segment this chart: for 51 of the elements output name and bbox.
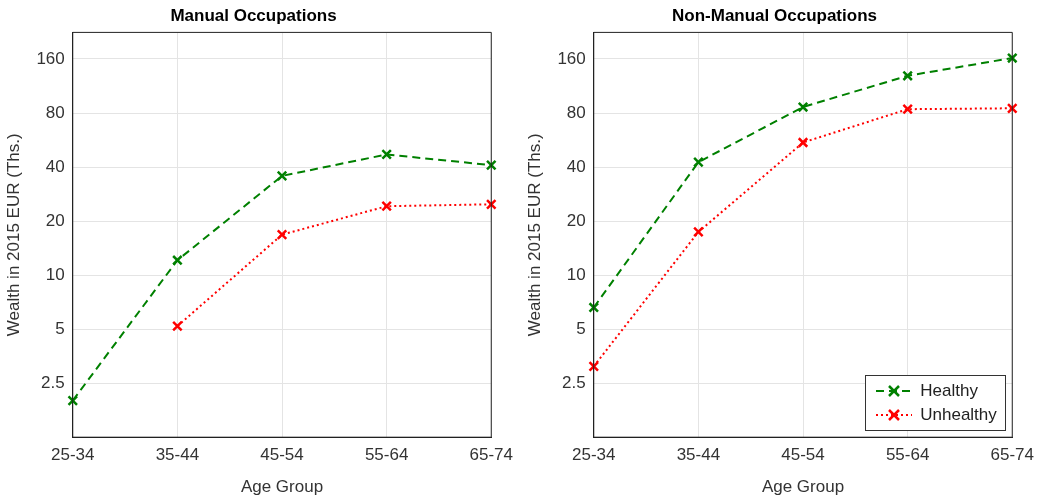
x-tick-label: 35-44 <box>155 445 200 465</box>
point <box>1006 102 1018 114</box>
y-tick-label: 160 <box>557 48 586 68</box>
point <box>276 229 288 241</box>
y-tick-label: 5 <box>576 318 586 338</box>
x-tick-label: 55-64 <box>885 445 930 465</box>
x-axis-title: Age Group <box>240 477 324 497</box>
point <box>485 159 497 171</box>
point <box>692 226 704 238</box>
y-tick-label: 5 <box>55 318 65 338</box>
x-tick-label: 45-54 <box>260 445 304 465</box>
y-tick-label: 10 <box>566 264 586 284</box>
point <box>588 360 600 372</box>
point <box>588 302 600 313</box>
point <box>485 198 497 210</box>
y-tick-label: 80 <box>566 102 586 122</box>
y-tick-label: 2.5 <box>41 372 65 392</box>
point <box>902 103 914 115</box>
x-tick-label: 65-74 <box>990 445 1034 465</box>
point <box>797 137 809 148</box>
y-tick-label: 40 <box>566 156 586 176</box>
point <box>381 200 393 212</box>
y-tick-label: 160 <box>36 48 65 68</box>
point <box>171 320 183 332</box>
x-tick-label: 65-74 <box>469 445 513 465</box>
point <box>692 156 704 168</box>
y-tick-label: 80 <box>45 102 65 122</box>
x-tick-label: 25-34 <box>51 445 95 465</box>
legend-label: Unhealthy <box>920 405 997 426</box>
point <box>1006 52 1018 64</box>
point <box>276 170 288 182</box>
x-tick-label: 25-34 <box>572 445 616 465</box>
y-tick-label: 10 <box>45 264 65 284</box>
x-tick-label: 55-64 <box>364 445 409 465</box>
y-tick-label: 20 <box>45 210 65 230</box>
chart-title: Manual Occupations <box>170 5 337 25</box>
chart-title: Non-Manual Occupations <box>672 5 877 25</box>
y-tick-label: 40 <box>45 156 65 176</box>
x-axis-title: Age Group <box>761 477 845 497</box>
y-tick-label: 20 <box>566 210 586 230</box>
x-tick-label: 35-44 <box>676 445 721 465</box>
point <box>797 101 809 113</box>
point <box>171 254 183 266</box>
x-tick-label: 45-54 <box>781 445 825 465</box>
point <box>67 395 79 407</box>
point <box>381 148 393 160</box>
y-axis-title: Wealth in 2015 EUR (Ths.) <box>3 133 23 337</box>
y-tick-label: 2.5 <box>562 372 586 392</box>
point <box>902 70 914 82</box>
y-axis-title: Wealth in 2015 EUR (Ths.) <box>524 133 544 337</box>
legend-label: Healthy <box>920 381 978 402</box>
